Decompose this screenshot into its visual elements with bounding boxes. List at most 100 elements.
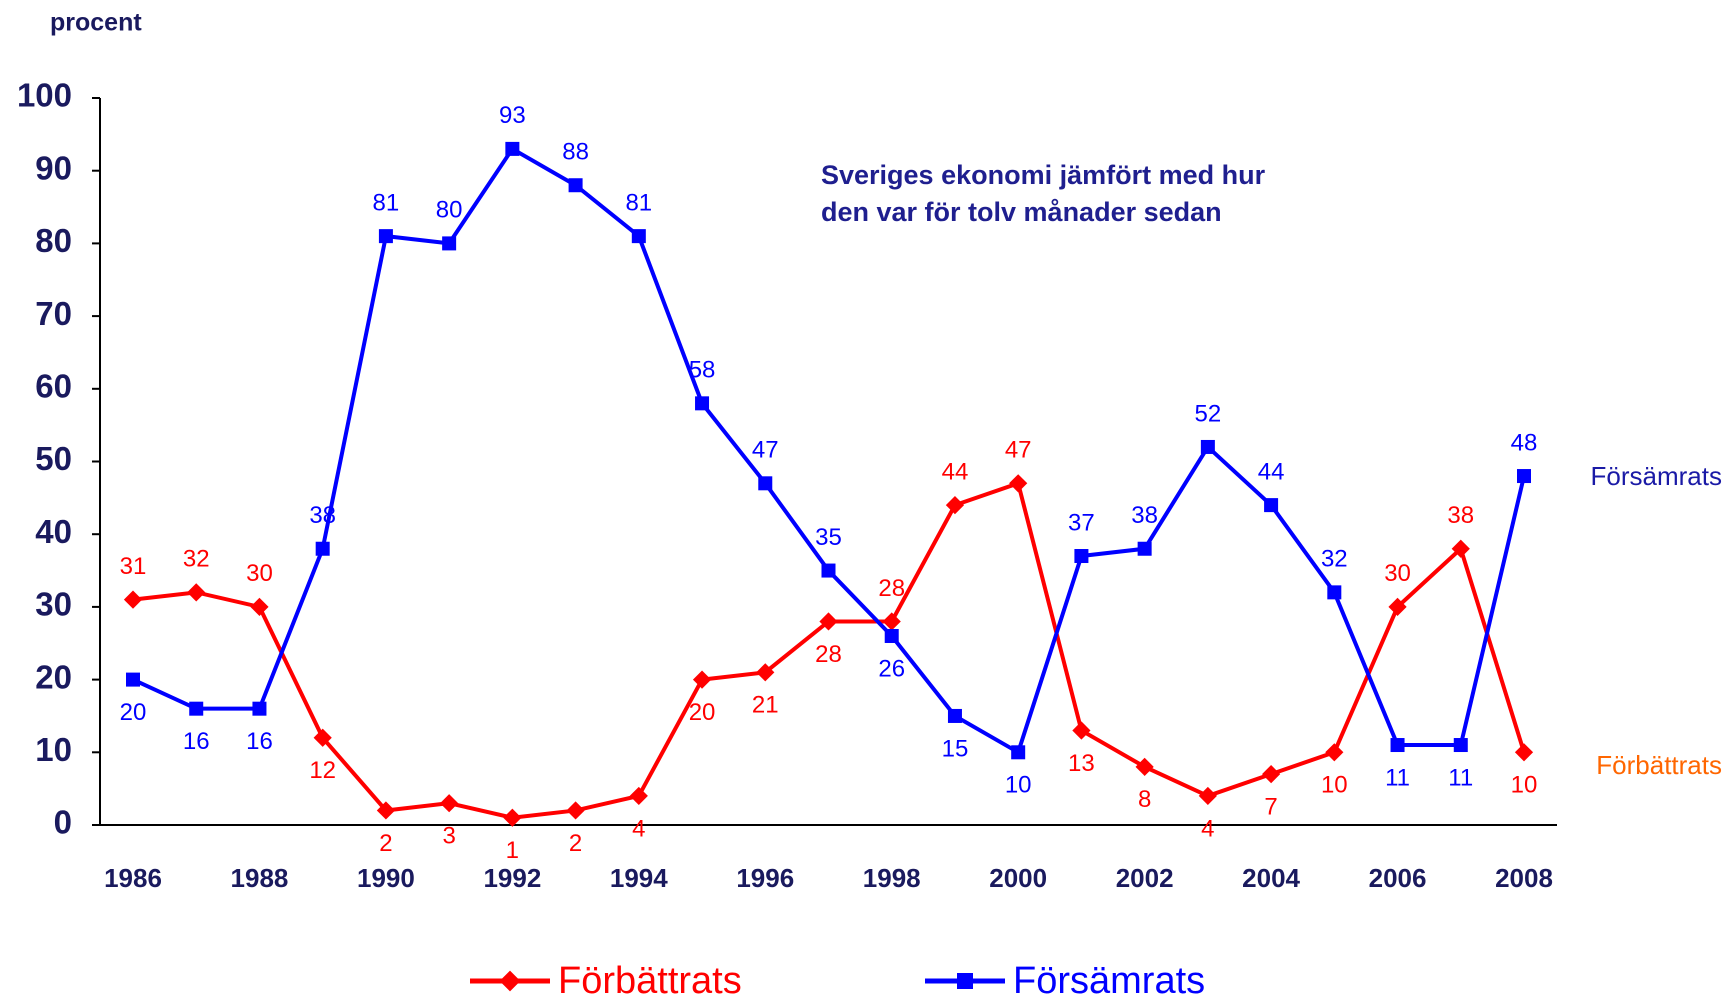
y-tick-label: 20 [35, 658, 72, 695]
data-point [315, 541, 330, 556]
data-label: 30 [246, 560, 273, 587]
data-label: 48 [1511, 429, 1538, 456]
data-point [884, 628, 899, 643]
data-label: 2 [379, 830, 392, 857]
data-label: 88 [562, 139, 589, 166]
y-tick-label: 70 [35, 295, 72, 332]
data-point [945, 496, 965, 515]
data-label: 11 [1448, 764, 1473, 791]
x-tick-label: 2006 [1369, 863, 1427, 893]
data-point [1325, 743, 1344, 762]
data-label: 47 [752, 437, 779, 464]
data-label: 15 [942, 735, 969, 762]
data-label: 30 [1384, 560, 1411, 587]
y-tick-label: 30 [35, 586, 72, 623]
data-label: 52 [1195, 400, 1222, 427]
legend-label: Förbättrats [558, 960, 742, 1001]
data-label: 12 [309, 757, 336, 784]
legend-marker [499, 970, 521, 992]
data-point [503, 808, 522, 827]
data-point [189, 701, 204, 716]
data-label: 37 [1068, 509, 1095, 536]
data-point [631, 229, 646, 244]
data-point [1388, 597, 1407, 616]
data-label: 20 [120, 699, 147, 726]
data-label: 10 [1321, 772, 1348, 799]
data-label: 16 [183, 728, 210, 755]
data-point [1261, 765, 1281, 784]
data-point [252, 701, 267, 716]
data-label: 4 [632, 815, 645, 842]
y-tick-label: 100 [17, 77, 72, 114]
legend-marker [957, 973, 973, 989]
data-label: 11 [1385, 764, 1410, 791]
data-point [505, 141, 520, 156]
data-label: 31 [120, 553, 147, 580]
data-label: 16 [246, 728, 273, 755]
data-point [758, 476, 773, 491]
data-point [1072, 721, 1091, 740]
data-label: 26 [878, 655, 905, 682]
data-label: 35 [815, 524, 842, 551]
x-tick-label: 1990 [357, 863, 415, 893]
data-point [1327, 585, 1342, 600]
x-tick-label: 1994 [610, 863, 668, 893]
data-label: 28 [815, 641, 842, 668]
data-point [882, 612, 901, 631]
legend-label: Försämrats [1013, 960, 1205, 1001]
y-tick-label: 90 [35, 149, 72, 186]
x-tick-label: 2004 [1242, 863, 1300, 893]
data-point [566, 801, 585, 820]
data-point [1009, 474, 1028, 493]
data-point [1514, 743, 1534, 762]
data-label: 81 [625, 189, 652, 216]
data-point [629, 786, 648, 806]
data-point [821, 563, 836, 578]
data-label: 4 [1201, 815, 1214, 842]
data-label: 80 [436, 197, 463, 224]
data-label: 20 [689, 699, 716, 726]
data-label: 58 [689, 357, 716, 384]
data-point [250, 597, 269, 616]
data-label: 1 [506, 837, 519, 864]
y-tick-label: 40 [35, 513, 72, 550]
x-tick-label: 2000 [989, 863, 1047, 893]
y-tick-label: 60 [35, 368, 72, 405]
data-label: 38 [309, 502, 336, 529]
data-label: 38 [1447, 502, 1474, 529]
data-label: 93 [499, 102, 526, 129]
x-tick-label: 1996 [736, 863, 794, 893]
data-label: 38 [1131, 502, 1158, 529]
data-point [1135, 757, 1154, 776]
data-point [442, 236, 457, 251]
y-tick-label: 10 [35, 731, 72, 768]
chart-title: den var för tolv månader sedan [821, 197, 1222, 227]
data-point [947, 708, 962, 723]
x-tick-label: 2008 [1495, 863, 1553, 893]
y-tick-label: 0 [54, 804, 72, 841]
data-point [1198, 786, 1217, 806]
y-tick-label: 50 [35, 440, 72, 477]
data-label: 21 [752, 692, 779, 719]
data-point [819, 612, 838, 631]
data-point [1517, 469, 1531, 484]
data-point [1453, 738, 1468, 753]
chart-title: Sveriges ekonomi jämfört med hur [821, 160, 1266, 190]
y-tick-label: 80 [35, 222, 72, 259]
data-point [1451, 539, 1470, 558]
data-point [756, 663, 775, 682]
data-point [568, 178, 583, 193]
data-label: 47 [1005, 437, 1032, 464]
data-label: 10 [1511, 772, 1538, 799]
data-point [378, 229, 393, 244]
data-point [1200, 439, 1215, 454]
data-label: 2 [569, 830, 582, 857]
data-label: 3 [442, 823, 455, 850]
data-point [1011, 745, 1026, 760]
data-label: 13 [1068, 750, 1095, 777]
data-label: 28 [878, 575, 905, 602]
data-point [1137, 541, 1152, 556]
data-point [187, 583, 206, 602]
data-point [313, 728, 332, 747]
